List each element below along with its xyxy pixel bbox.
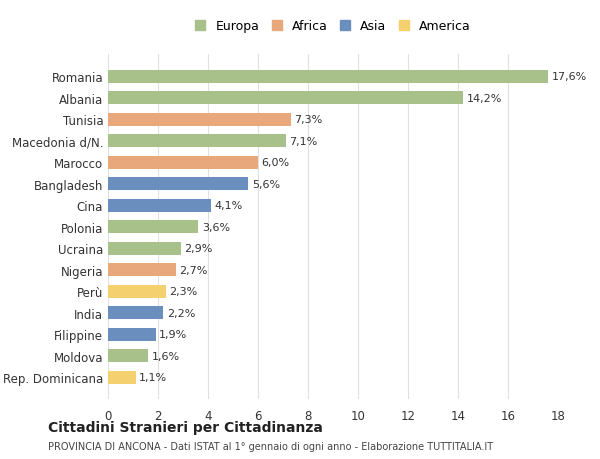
Text: 4,1%: 4,1% xyxy=(214,201,242,211)
Text: 5,6%: 5,6% xyxy=(252,179,280,189)
Text: 3,6%: 3,6% xyxy=(202,222,230,232)
Bar xyxy=(108,157,258,169)
Text: 17,6%: 17,6% xyxy=(552,72,587,82)
Bar xyxy=(108,71,548,84)
Bar xyxy=(108,349,148,362)
Bar xyxy=(108,371,136,384)
Text: Cittadini Stranieri per Cittadinanza: Cittadini Stranieri per Cittadinanza xyxy=(48,420,323,434)
Text: 7,3%: 7,3% xyxy=(294,115,323,125)
Bar xyxy=(108,242,181,255)
Text: PROVINCIA DI ANCONA - Dati ISTAT al 1° gennaio di ogni anno - Elaborazione TUTTI: PROVINCIA DI ANCONA - Dati ISTAT al 1° g… xyxy=(48,441,493,451)
Bar xyxy=(108,285,166,298)
Bar xyxy=(108,178,248,191)
Text: 2,2%: 2,2% xyxy=(167,308,195,318)
Text: 6,0%: 6,0% xyxy=(262,158,290,168)
Text: 2,7%: 2,7% xyxy=(179,265,208,275)
Bar xyxy=(108,221,198,234)
Text: 1,1%: 1,1% xyxy=(139,372,167,382)
Bar xyxy=(108,135,286,148)
Bar xyxy=(108,307,163,319)
Text: 1,9%: 1,9% xyxy=(159,330,187,339)
Bar xyxy=(108,92,463,105)
Text: 1,6%: 1,6% xyxy=(152,351,180,361)
Text: 2,9%: 2,9% xyxy=(184,244,212,254)
Bar xyxy=(108,113,290,127)
Text: 7,1%: 7,1% xyxy=(289,136,317,146)
Bar xyxy=(108,199,211,212)
Text: 2,3%: 2,3% xyxy=(169,286,197,297)
Bar xyxy=(108,328,155,341)
Bar xyxy=(108,263,176,276)
Legend: Europa, Africa, Asia, America: Europa, Africa, Asia, America xyxy=(191,17,475,37)
Text: 14,2%: 14,2% xyxy=(467,94,502,104)
